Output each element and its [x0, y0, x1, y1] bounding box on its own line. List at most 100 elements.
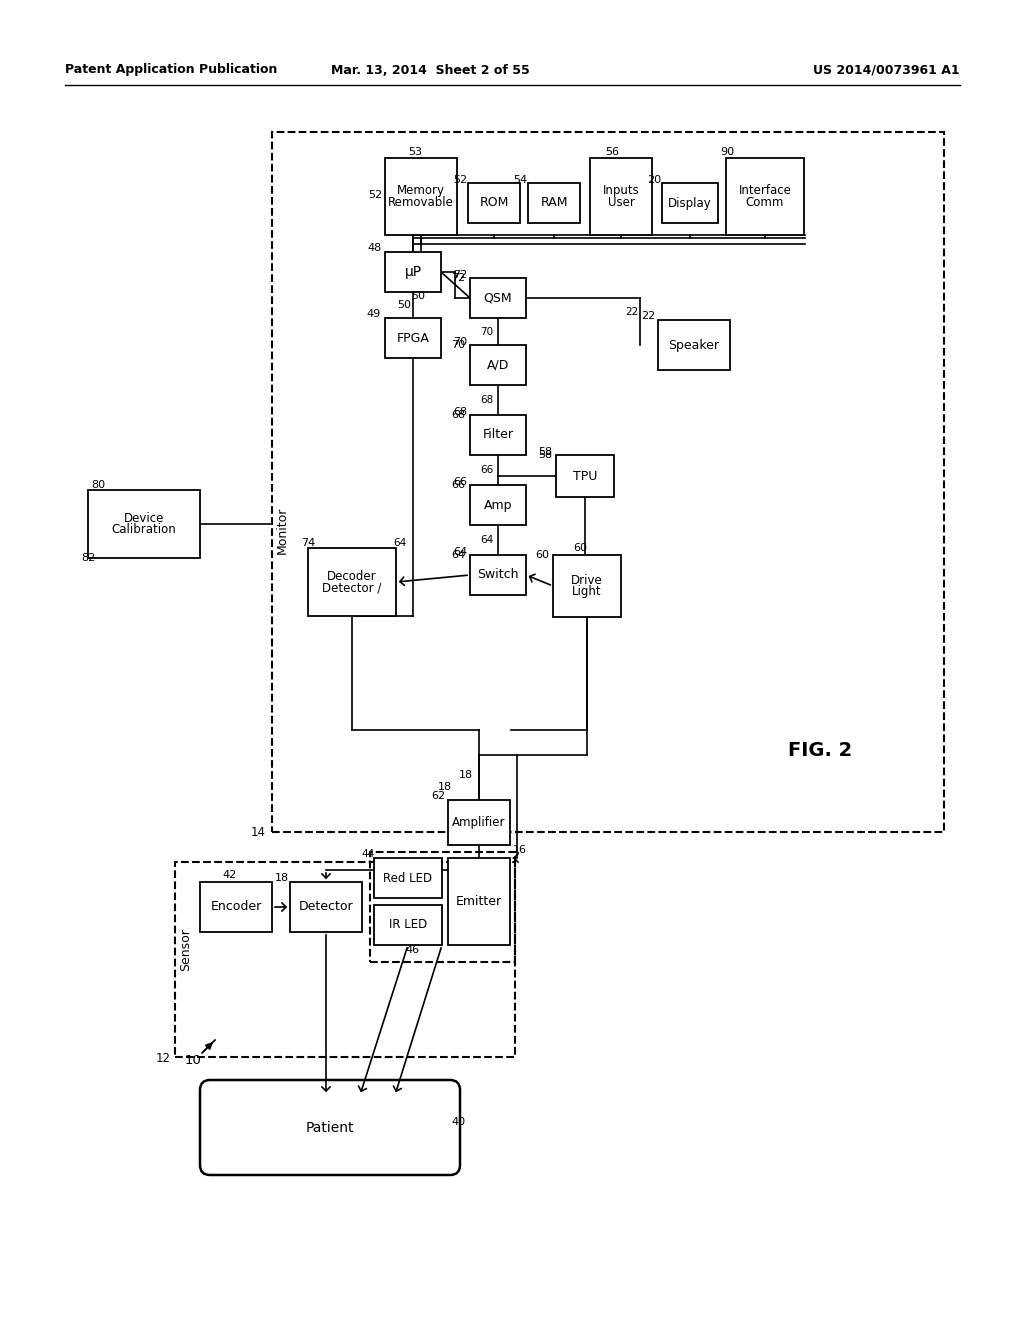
Bar [553, 554, 621, 616]
Bar [374, 906, 442, 945]
Text: 50: 50 [411, 290, 425, 301]
Text: Decoder: Decoder [328, 570, 377, 583]
Text: 58: 58 [538, 450, 552, 459]
Text: 72: 72 [453, 271, 467, 280]
Text: 14: 14 [251, 825, 265, 838]
Text: 52: 52 [453, 176, 467, 185]
Bar [308, 548, 396, 616]
Bar [590, 158, 652, 235]
Text: 49: 49 [367, 309, 381, 319]
Bar [470, 484, 526, 525]
Bar [290, 882, 362, 932]
Text: Emitter: Emitter [456, 895, 502, 908]
Bar [385, 252, 441, 292]
Text: A/D: A/D [486, 359, 509, 371]
Text: Speaker: Speaker [669, 338, 720, 351]
Text: 46: 46 [404, 945, 419, 954]
FancyBboxPatch shape [200, 1080, 460, 1175]
Bar [726, 158, 804, 235]
Text: 58: 58 [538, 447, 552, 457]
Bar [528, 183, 580, 223]
Text: 68: 68 [453, 407, 467, 417]
Text: User: User [607, 195, 635, 209]
Text: RAM: RAM [541, 197, 567, 210]
Text: ROM: ROM [479, 197, 509, 210]
Text: 60: 60 [573, 543, 587, 553]
Text: Device: Device [124, 512, 164, 525]
Bar [658, 319, 730, 370]
Text: 70: 70 [480, 327, 494, 337]
Text: 12: 12 [156, 1052, 171, 1064]
Text: 22: 22 [641, 312, 655, 321]
Bar [662, 183, 718, 223]
Text: μP: μP [404, 265, 422, 279]
Text: 60: 60 [535, 550, 549, 560]
Text: Inputs: Inputs [603, 185, 639, 198]
Text: 62: 62 [431, 791, 445, 801]
Text: Display: Display [668, 197, 712, 210]
Text: Detector: Detector [299, 900, 353, 913]
Text: 18: 18 [438, 781, 452, 792]
Text: Sensor: Sensor [179, 928, 193, 972]
Text: 70: 70 [451, 341, 465, 350]
Bar [200, 882, 272, 932]
Text: Mar. 13, 2014  Sheet 2 of 55: Mar. 13, 2014 Sheet 2 of 55 [331, 63, 529, 77]
Text: 72: 72 [451, 273, 465, 282]
Bar [385, 158, 457, 235]
Bar [272, 132, 944, 832]
Text: FIG. 2: FIG. 2 [787, 741, 852, 759]
Text: 48: 48 [368, 243, 382, 253]
Text: 10: 10 [184, 1053, 202, 1067]
Bar [88, 490, 200, 558]
Text: 64: 64 [453, 546, 467, 557]
Text: 52: 52 [368, 190, 382, 201]
Text: Red LED: Red LED [383, 871, 432, 884]
Text: 68: 68 [480, 395, 494, 405]
Text: Encoder: Encoder [210, 900, 261, 913]
Text: Detector /: Detector / [323, 581, 382, 594]
Text: Calibration: Calibration [112, 523, 176, 536]
Text: 66: 66 [453, 477, 467, 487]
Bar [449, 800, 510, 845]
Text: US 2014/0073961 A1: US 2014/0073961 A1 [813, 63, 961, 77]
Text: 56: 56 [605, 147, 618, 157]
Text: 22: 22 [626, 308, 639, 317]
Text: Light: Light [572, 585, 602, 598]
Text: Patient: Patient [306, 1121, 354, 1135]
Bar [385, 318, 441, 358]
Text: 18: 18 [274, 873, 289, 883]
Text: 82: 82 [81, 553, 95, 564]
Text: Memory: Memory [397, 185, 445, 198]
Text: 80: 80 [91, 480, 105, 490]
Bar [556, 455, 614, 498]
Text: 44: 44 [361, 849, 375, 859]
Text: TPU: TPU [572, 470, 597, 483]
Text: 90: 90 [720, 147, 734, 157]
Text: 18: 18 [459, 770, 473, 780]
Text: Amp: Amp [483, 499, 512, 511]
Bar [470, 554, 526, 595]
Text: 66: 66 [480, 465, 494, 475]
Bar [449, 858, 510, 945]
Bar [175, 862, 515, 1057]
Bar [470, 414, 526, 455]
Text: 50: 50 [397, 300, 411, 310]
Text: 53: 53 [408, 147, 422, 157]
Bar [374, 858, 442, 898]
Text: IR LED: IR LED [389, 919, 427, 932]
Text: 40: 40 [451, 1117, 465, 1127]
Text: Drive: Drive [571, 574, 603, 587]
Text: 42: 42 [223, 870, 238, 880]
Text: 54: 54 [513, 176, 527, 185]
Text: Switch: Switch [477, 569, 519, 582]
Bar [470, 279, 526, 318]
Text: Monitor: Monitor [275, 507, 289, 553]
Bar [468, 183, 520, 223]
Text: FPGA: FPGA [396, 331, 429, 345]
Text: 16: 16 [513, 845, 527, 855]
Text: 68: 68 [451, 411, 465, 420]
Bar [470, 345, 526, 385]
Text: Comm: Comm [745, 195, 784, 209]
Text: Amplifier: Amplifier [453, 816, 506, 829]
Text: 74: 74 [301, 539, 315, 548]
